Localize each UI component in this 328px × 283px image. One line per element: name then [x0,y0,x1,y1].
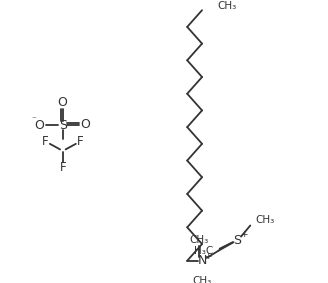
Text: S: S [59,119,67,132]
Text: O: O [80,118,90,131]
Text: CH₃: CH₃ [193,276,212,283]
Text: F: F [60,160,66,173]
Text: S: S [233,234,241,247]
Text: CH₃: CH₃ [190,235,209,245]
Text: ⁻: ⁻ [32,115,36,124]
Text: F: F [77,136,84,149]
Text: H₃C: H₃C [194,246,213,256]
Text: +: + [240,230,248,239]
Text: N: N [197,254,207,267]
Text: +: + [204,252,211,261]
Text: CH₃: CH₃ [256,215,275,225]
Text: F: F [42,136,49,149]
Text: O: O [57,97,67,110]
Text: O: O [35,119,45,132]
Text: CH₃: CH₃ [217,1,236,12]
